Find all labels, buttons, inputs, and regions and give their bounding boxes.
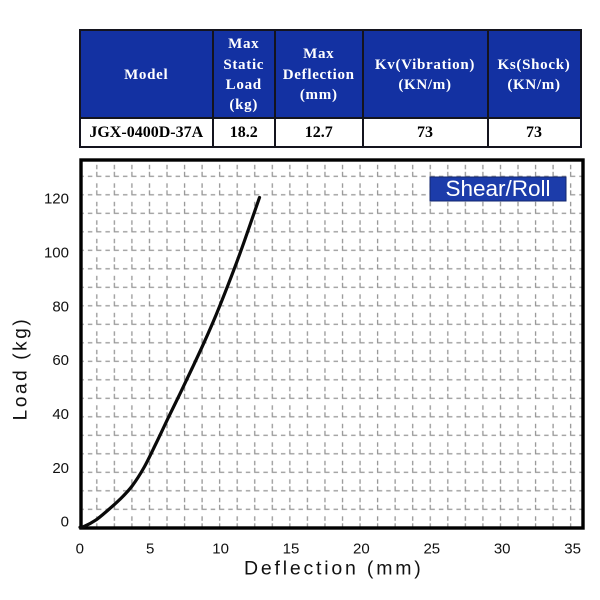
svg-text:Shear/Roll: Shear/Roll — [445, 176, 550, 201]
svg-text:20: 20 — [353, 541, 370, 558]
svg-text:5: 5 — [146, 541, 154, 558]
svg-text:30: 30 — [494, 541, 511, 558]
svg-text:25: 25 — [423, 541, 440, 558]
svg-text:Load (kg): Load (kg) — [11, 317, 32, 421]
svg-text:10: 10 — [212, 541, 229, 558]
svg-text:40: 40 — [52, 406, 69, 423]
svg-text:120: 120 — [44, 191, 69, 208]
svg-text:0: 0 — [61, 514, 69, 531]
svg-text:35: 35 — [564, 541, 581, 558]
svg-text:15: 15 — [283, 541, 300, 558]
svg-text:Deflection (mm): Deflection (mm) — [244, 558, 424, 580]
svg-text:0: 0 — [76, 541, 84, 558]
svg-text:100: 100 — [44, 245, 69, 262]
svg-text:20: 20 — [52, 460, 69, 477]
svg-text:80: 80 — [52, 298, 69, 315]
svg-text:60: 60 — [52, 352, 69, 369]
